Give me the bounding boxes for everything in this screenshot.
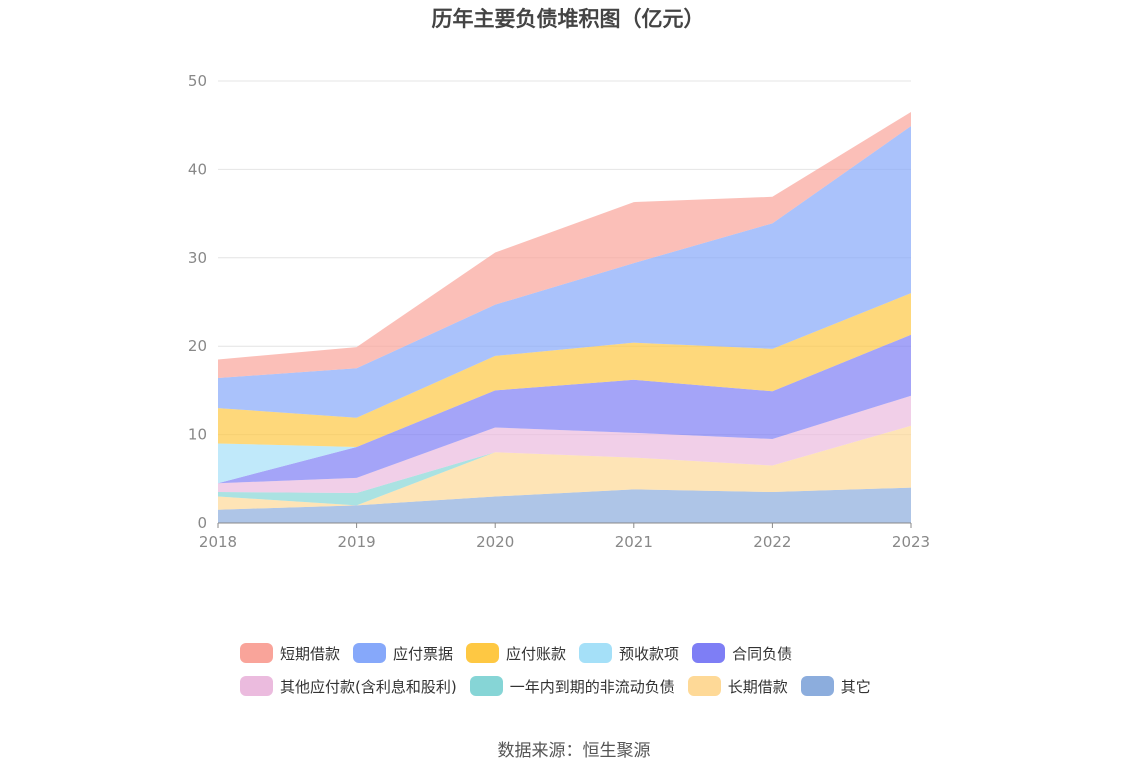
- series-areas: [218, 111, 911, 523]
- x-tick-label: 2020: [476, 533, 514, 551]
- y-tick-label: 50: [188, 72, 207, 90]
- area-长期借款[interactable]: [218, 425, 911, 510]
- legend-swatch: [800, 676, 834, 696]
- legend-row-2: 其他应付款(含利息和股利) 一年内到期的非流动负债 长期借款 其它: [240, 671, 980, 701]
- x-tick-label: 2018: [199, 533, 237, 551]
- legend-item[interactable]: 其他应付款(含利息和股利): [240, 676, 457, 697]
- legend-swatch: [240, 643, 273, 663]
- legend-item[interactable]: 一年内到期的非流动负债: [469, 676, 675, 697]
- axes: 0 10 20 30 40 50 2018 2019 2020 2021 2022 2023: [188, 72, 930, 551]
- legend-item[interactable]: 应付票据: [353, 643, 453, 664]
- y-tick-label: 0: [197, 514, 207, 532]
- area-应付票据[interactable]: [218, 126, 911, 418]
- legend-label: 应付账款: [506, 644, 567, 663]
- legend-swatch: [692, 643, 726, 663]
- legend-item[interactable]: 其它: [800, 676, 871, 697]
- legend-label: 其他应付款(含利息和股利): [280, 677, 457, 696]
- area-其它[interactable]: [218, 487, 911, 523]
- y-tick-label: 30: [188, 249, 207, 267]
- x-tick-label: 2023: [892, 533, 930, 551]
- area-一年内到期的非流动负债[interactable]: [218, 425, 911, 506]
- legend-swatch: [579, 643, 613, 663]
- y-tick-label: 40: [188, 160, 207, 178]
- legend-label: 预收款项: [619, 644, 680, 663]
- legend-swatch: [466, 643, 500, 663]
- legend-item[interactable]: 合同负债: [692, 643, 792, 664]
- legend-swatch: [469, 676, 503, 696]
- area-合同负债[interactable]: [218, 334, 911, 484]
- legend: 短期借款 应付票据 应付账款 预收款项 合同负债 其他应付款(含利息和股利) 一年内到期的…: [240, 638, 980, 704]
- y-tick-label: 20: [188, 337, 207, 355]
- x-tick-label: 2019: [338, 533, 376, 551]
- legend-swatch: [687, 676, 721, 696]
- legend-item[interactable]: 短期借款: [240, 643, 340, 664]
- legend-label: 一年内到期的非流动负债: [509, 677, 675, 696]
- legend-item[interactable]: 应付账款: [466, 643, 566, 664]
- legend-label: 应付票据: [393, 644, 454, 663]
- legend-item[interactable]: 预收款项: [579, 643, 679, 664]
- legend-label: 长期借款: [727, 677, 788, 696]
- x-tick-label: 2022: [753, 533, 791, 551]
- legend-item[interactable]: 长期借款: [687, 676, 788, 697]
- x-tick-label: 2021: [615, 533, 653, 551]
- legend-label: 合同负债: [732, 644, 793, 663]
- legend-label: 短期借款: [280, 644, 341, 663]
- y-tick-label: 10: [188, 426, 207, 444]
- legend-label: 其它: [840, 677, 871, 696]
- chart-title: 历年主要负债堆积图（亿元）: [431, 7, 705, 31]
- legend-swatch: [240, 676, 273, 696]
- data-source-note: 数据来源：恒生聚源: [497, 741, 651, 761]
- area-应付账款[interactable]: [218, 293, 911, 447]
- area-其他应付款(含利息和股利)[interactable]: [218, 395, 911, 493]
- legend-row-1: 短期借款 应付票据 应付账款 预收款项 合同负债: [240, 638, 980, 668]
- area-短期借款[interactable]: [218, 111, 911, 379]
- legend-swatch: [353, 643, 387, 663]
